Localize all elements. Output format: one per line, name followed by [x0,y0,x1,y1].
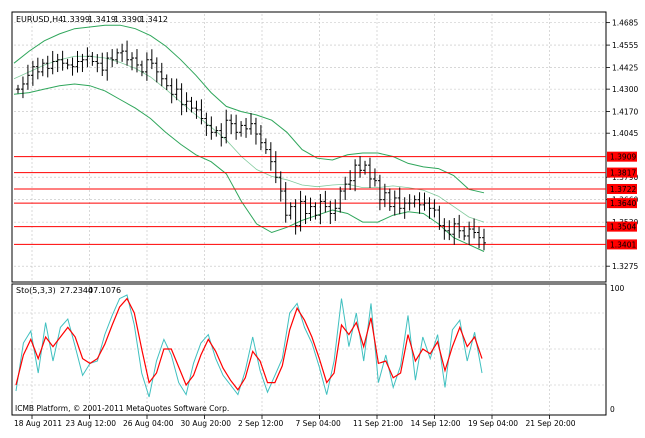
symbol-label: EURUSD,H4 [16,15,63,24]
price-bars [16,40,486,251]
ohlc-high: 1.3419 [88,15,116,24]
level-label: 1.3722 [610,185,636,194]
level-label: 1.3504 [610,223,636,232]
price-tick-label: 1.3790 [612,173,638,182]
time-tick-label: 2 Sep 12:00 [238,419,284,428]
time-tick-label: 21 Sep 20:00 [526,419,576,428]
level-labels: 1.3909 1.3817 1.3722 1.3640 1.3504 1.3401 [607,151,637,250]
time-tick-label: 14 Sep 12:00 [411,419,461,428]
time-tick-label: 19 Sep 04:00 [468,419,518,428]
price-tick-label: 1.4685 [612,19,638,28]
ohlc-low: 1.3390 [114,15,142,24]
price-tick-label: 1.4300 [612,85,638,94]
level-label-box [607,183,637,194]
time-tick-label: 23 Aug 12:00 [66,419,117,428]
stochastic-signal-line [15,297,483,391]
price-tick-label: 1.4425 [612,64,638,73]
price-tick-label: 1.4045 [612,129,638,138]
indicator-label: Sto(5,3,3) [16,286,56,295]
level-label-box [607,151,637,162]
indicator-main-value: 27.2340 [60,286,93,295]
price-tick-label: 1.3275 [612,262,638,271]
level-label: 1.3401 [610,240,636,249]
level-label-box [607,198,637,209]
indicator-signal-value: 47.1076 [88,286,121,295]
time-tick-label: 30 Aug 20:00 [181,419,232,428]
time-axis: 18 Aug 2011 23 Aug 12:00 26 Aug 04:00 30 Au… [14,415,576,428]
level-label: 1.3640 [610,199,636,208]
price-tick-label: 1.4170 [612,108,638,117]
level-label-box [607,167,637,178]
stochastic-lines [15,294,483,398]
time-tick-label: 18 Aug 2011 [14,419,62,428]
bollinger-lower-band [13,83,485,252]
time-tick-label: 7 Sep 04:00 [296,419,342,428]
price-tick-label: 1.4555 [612,41,638,50]
indicator-scale-max: 100 [610,284,625,293]
bollinger-upper-band [13,24,485,194]
horizontal-levels[interactable] [14,156,606,245]
level-label-box [607,239,637,250]
stochastic-main-line [15,294,483,398]
time-tick-label: 11 Sep 21:00 [353,419,403,428]
ohlc-close: 1.3412 [140,15,168,24]
indicator-scale-min: 0 [610,405,615,414]
level-label: 1.3817 [610,169,636,178]
time-tick-label: 26 Aug 04:00 [123,419,174,428]
indicator-window-frame [11,283,607,416]
price-window-frame [11,11,607,283]
ohlc-open: 1.3399 [62,15,90,24]
copyright-text: ICMB Platform, © 2001-2011 MetaQuotes So… [15,404,229,413]
level-label: 1.3909 [610,153,636,162]
level-label-box [607,221,637,232]
